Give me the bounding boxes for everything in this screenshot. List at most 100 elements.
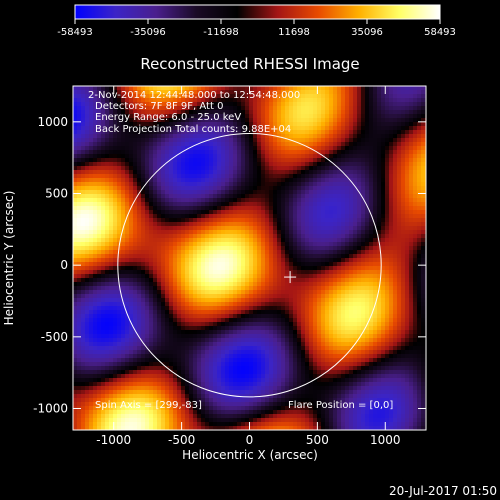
heatmap-cell [93,110,98,115]
heatmap-cell [173,122,178,127]
heatmap-cell [145,138,150,143]
heatmap-cell [217,198,222,203]
heatmap-cell [121,242,126,247]
heatmap-cell [229,174,234,179]
heatmap-cell [337,222,342,227]
heatmap-cell [249,282,254,287]
heatmap-cell [233,222,238,227]
heatmap-cell [405,294,410,299]
heatmap-cell [153,218,158,223]
heatmap-cell [409,302,414,307]
heatmap-cell [189,234,194,239]
heatmap-cell [165,254,170,259]
heatmap-cell [93,258,98,263]
heatmap-cell [389,290,394,295]
heatmap-cell [417,146,422,151]
heatmap-cell [293,194,298,199]
heatmap-cell [165,206,170,211]
heatmap-cell [85,226,90,231]
heatmap-cell [393,150,398,155]
heatmap-cell [169,158,174,163]
heatmap-cell [333,274,338,279]
heatmap-cell [201,114,206,119]
heatmap-cell [413,250,418,255]
heatmap-cell [85,234,90,239]
heatmap-cell [205,186,210,191]
heatmap-cell [349,182,354,187]
heatmap-cell [285,98,290,103]
heatmap-cell [97,246,102,251]
heatmap-cell [353,98,358,103]
heatmap-cell [397,178,402,183]
heatmap-cell [345,266,350,271]
heatmap-cell [345,238,350,243]
heatmap-cell [165,218,170,223]
heatmap-cell [193,138,198,143]
heatmap-cell [213,170,218,175]
heatmap-cell [241,282,246,287]
heatmap-cell [381,182,386,187]
heatmap-cell [257,178,262,183]
heatmap-cell [333,138,338,143]
heatmap-cell [133,294,138,299]
heatmap-cell [293,222,298,227]
heatmap-cell [121,118,126,123]
heatmap-cell [129,222,134,227]
heatmap-cell [225,102,230,107]
heatmap-cell [109,130,114,135]
heatmap-cell [397,250,402,255]
heatmap-cell [109,230,114,235]
heatmap-cell [413,246,418,251]
heatmap-cell [145,126,150,131]
heatmap-cell [381,206,386,211]
heatmap-cell [341,158,346,163]
heatmap-cell [245,222,250,227]
heatmap-cell [145,174,150,179]
heatmap-cell [73,290,78,295]
heatmap-cell [369,282,374,287]
heatmap-cell [261,158,266,163]
heatmap-cell [157,274,162,279]
heatmap-cell [301,282,306,287]
heatmap-cell [409,138,414,143]
heatmap-cell [313,302,318,307]
heatmap-cell [261,154,266,159]
heatmap-cell [393,210,398,215]
heatmap-cell [265,134,270,139]
heatmap-cell [393,270,398,275]
heatmap-cell [145,302,150,307]
heatmap-cell [373,250,378,255]
heatmap-cell [297,198,302,203]
heatmap-cell [213,270,218,275]
heatmap-cell [77,150,82,155]
heatmap-cell [209,90,214,95]
heatmap-cell [241,130,246,135]
heatmap-cell [309,294,314,299]
heatmap-cell [325,154,330,159]
heatmap-cell [265,230,270,235]
heatmap-cell [145,254,150,259]
heatmap-cell [73,222,78,227]
heatmap-cell [141,150,146,155]
heatmap-cell [133,134,138,139]
heatmap-cell [209,206,214,211]
heatmap-cell [149,166,154,171]
heatmap-cell [377,162,382,167]
heatmap-cell [109,306,114,311]
heatmap-cell [81,250,86,255]
heatmap-cell [185,282,190,287]
heatmap-cell [209,174,214,179]
heatmap-cell [245,234,250,239]
heatmap-cell [149,290,154,295]
heatmap-cell [385,170,390,175]
heatmap-cell [233,202,238,207]
heatmap-cell [305,94,310,99]
heatmap-cell [145,182,150,187]
heatmap-cell [269,262,274,267]
heatmap-cell [233,282,238,287]
heatmap-cell [269,174,274,179]
heatmap-cell [133,186,138,191]
heatmap-cell [201,102,206,107]
heatmap-cell [125,230,130,235]
heatmap-cell [409,194,414,199]
